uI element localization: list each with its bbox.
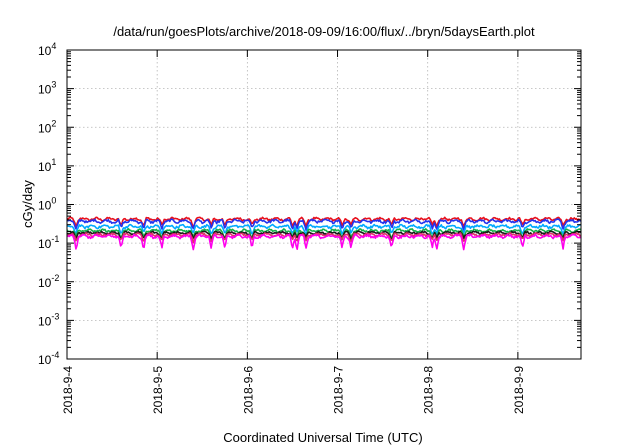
x-tick-label: 2018-9-5 (151, 366, 165, 414)
y-tick-label: 10-3 (38, 311, 59, 328)
series-layer (66, 216, 582, 251)
chart-title: /data/run/goesPlots/archive/2018-09-09/1… (113, 24, 535, 39)
x-tick-label: 2018-9-4 (61, 366, 75, 414)
series-line-7 (66, 233, 582, 251)
y-tick-label: 10-2 (38, 273, 59, 290)
series-line-2 (66, 218, 582, 231)
series-line-6 (66, 232, 582, 244)
y-axis: 10-4 10-3 10-2 10-1 100 101 102 103 104 (38, 41, 581, 367)
x-axis-label: Coordinated Universal Time (UTC) (223, 430, 422, 445)
y-tick-label: 10-4 (38, 350, 59, 367)
x-axis: 2018-9-4 2018-9-5 2018-9-6 2018-9-7 2018-9-8… (61, 50, 526, 414)
y-axis-label: cGy/day (20, 180, 35, 228)
x-tick-label: 2018-9-6 (241, 366, 255, 414)
x-tick-label: 2018-9-7 (332, 366, 346, 414)
y-tick-label: 100 (38, 196, 56, 213)
y-tick-label: 10-1 (38, 234, 59, 251)
y-tick-label: 101 (38, 157, 56, 174)
series-line-4 (66, 228, 582, 240)
y-tick-label: 103 (38, 80, 56, 97)
x-tick-label: 2018-9-9 (512, 366, 526, 414)
grid (67, 50, 581, 359)
y-tick-label: 102 (38, 118, 56, 135)
x-tick-label: 2018-9-8 (422, 366, 436, 414)
y-tick-label: 104 (38, 41, 56, 58)
series-line-3 (66, 223, 582, 236)
